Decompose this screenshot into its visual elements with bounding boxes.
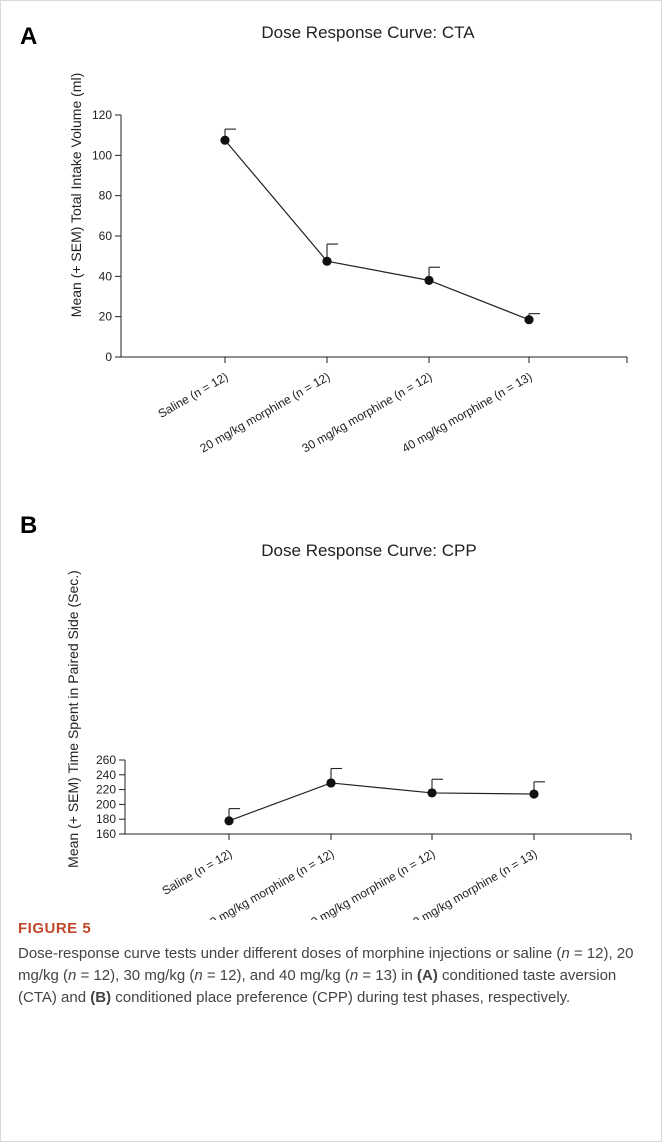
- caption-run: = 12), 20 mg/kg (: [18, 945, 634, 984]
- caption-run: = 12), and 40 mg/kg (: [202, 967, 350, 984]
- data-point: [424, 275, 434, 285]
- caption-run: conditioned taste aversion (CTA) and: [18, 967, 617, 1006]
- figure-caption: FIGURE 5 Dose-response curve tests under…: [18, 920, 648, 1009]
- y-tick-label: 60: [99, 229, 113, 243]
- y-tick-label: 100: [92, 148, 112, 162]
- data-point: [326, 778, 336, 788]
- y-tick-label: 0: [105, 350, 112, 364]
- caption-run: (B): [90, 989, 112, 1006]
- data-point: [529, 789, 539, 799]
- series-line: [228, 782, 535, 822]
- y-tick-label: 260: [96, 753, 116, 767]
- figure-caption-text: Dose-response curve tests under differen…: [18, 943, 648, 1009]
- caption-run: n: [194, 967, 203, 984]
- data-point: [322, 256, 332, 266]
- data-point: [524, 315, 534, 325]
- caption-run: n: [68, 967, 77, 984]
- y-tick-label: 80: [99, 189, 113, 203]
- y-tick-label: 240: [96, 768, 116, 782]
- y-tick-label: 20: [99, 310, 113, 324]
- caption-run: n: [561, 945, 570, 962]
- marks-a: [220, 128, 540, 325]
- data-point: [224, 816, 234, 826]
- chart-a: A Dose Response Curve: CTA Mean (+ SEM) …: [20, 23, 628, 455]
- data-point: [220, 135, 230, 145]
- y-tick-label: 200: [96, 797, 116, 811]
- caption-run: = 12), 30 mg/kg (: [76, 967, 195, 984]
- y-tick-label: 220: [96, 783, 116, 797]
- y-tick-label: 40: [99, 269, 113, 283]
- x-tick-label: Saline (n = 12): [156, 369, 231, 420]
- chart-title-a: Dose Response Curve: CTA: [261, 23, 475, 42]
- y-tick-label: 120: [92, 108, 112, 122]
- y-tick-label: 160: [96, 827, 116, 841]
- figure-label: FIGURE 5: [18, 920, 92, 937]
- chart-b: B Dose Response Curve: CPP Mean (+ SEM) …: [20, 512, 632, 920]
- data-point: [427, 788, 437, 798]
- caption-run: Dose-response curve tests under differen…: [18, 945, 562, 962]
- x-tick-label: Saline (n = 12): [160, 846, 235, 897]
- marks-b: [224, 767, 545, 826]
- caption-run: (A): [417, 967, 438, 984]
- y-axis-label-b: Mean (+ SEM) Time Spent in Paired Side (…: [65, 570, 81, 868]
- panel-letter-a: A: [20, 23, 37, 50]
- panel-letter-b: B: [20, 512, 37, 539]
- series-line: [224, 139, 530, 321]
- y-tick-label: 180: [96, 812, 116, 826]
- y-axis-label-a: Mean (+ SEM) Total Intake Volume (ml): [68, 73, 84, 317]
- caption-run: conditioned place preference (CPP) durin…: [111, 989, 571, 1006]
- chart-title-b: Dose Response Curve: CPP: [261, 541, 476, 560]
- caption-run: n: [349, 967, 359, 984]
- caption-run: = 13) in: [358, 967, 417, 984]
